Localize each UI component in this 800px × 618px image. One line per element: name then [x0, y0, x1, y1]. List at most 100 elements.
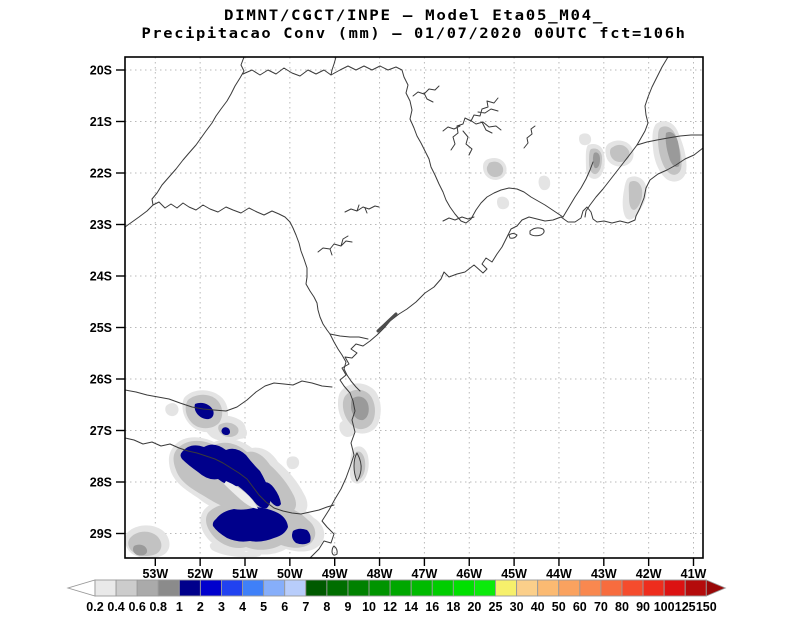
colorbar-level-label: 12	[383, 600, 397, 614]
colorbar-cell	[284, 579, 307, 597]
colorbar-cell	[431, 579, 454, 597]
colorbar-level-label: 40	[531, 600, 545, 614]
colorbar-level-label: 4	[239, 600, 246, 614]
x-tick-label: 51W	[232, 567, 258, 581]
y-axis: 20S 21S 22S 23S 24S 25S 26S 27S 28S 29S	[90, 64, 125, 541]
x-tick-label: 46W	[456, 567, 482, 581]
colorbar-level-label: 60	[573, 600, 587, 614]
colorbar-cell	[389, 579, 412, 597]
colorbar-cell	[94, 579, 117, 597]
plot-subtitle: Precipitacao Conv (mm) – 01/07/2020 00UT…	[142, 26, 687, 42]
precip-mid-shade	[128, 126, 682, 557]
y-tick-label: 20S	[90, 64, 112, 78]
ilha-comprida-streak	[376, 312, 398, 333]
map-frame	[124, 56, 704, 559]
y-tick-label: 24S	[90, 270, 112, 284]
state-border-es-branch	[636, 134, 703, 146]
y-tick-label: 29S	[90, 527, 112, 541]
colorbar-level-label: 5	[260, 600, 267, 614]
state-border-sp-pr	[152, 201, 361, 392]
x-tick-label: 50W	[277, 567, 303, 581]
x-tick-label: 49W	[322, 567, 348, 581]
state-border-mg-sp	[242, 65, 564, 224]
reservoir-sp-west	[344, 204, 380, 214]
colorbar-level-label: 150	[696, 600, 717, 614]
colorbar-level-label: 14	[404, 600, 418, 614]
colorbar-level-label: 70	[594, 600, 608, 614]
colorbar-level-label: 0.6	[128, 600, 145, 614]
colorbar-cell	[495, 579, 518, 597]
paraiba-valley-lake	[442, 216, 475, 222]
small-island	[508, 233, 518, 239]
precip-shading	[125, 121, 687, 558]
colorbar-left-arrow	[66, 579, 96, 597]
small-lake-nw	[412, 85, 440, 103]
x-tick-label: 42W	[636, 567, 662, 581]
colorbar-level-label: 90	[636, 600, 650, 614]
colorbar-cell	[579, 579, 602, 597]
coastline	[309, 147, 703, 558]
colorbar-level-label: 9	[344, 600, 351, 614]
geography-layer	[125, 57, 703, 558]
colorbar-cell	[178, 579, 201, 597]
parana-river	[125, 57, 245, 228]
colorbar-cell	[600, 579, 623, 597]
colorbar-cell	[263, 579, 286, 597]
colorbar-cell	[621, 579, 644, 597]
plot-title: DIMNT/CGCT/INPE – Model Eta05_M04_	[224, 8, 604, 24]
x-tick-label: 52W	[187, 567, 213, 581]
colorbar-level-label: 50	[552, 600, 566, 614]
precip-band-gap	[224, 481, 258, 509]
ilha-grande-island	[529, 227, 545, 237]
cape-island	[331, 545, 338, 556]
colorbar-level-label: 18	[446, 600, 460, 614]
colorbar-cell	[368, 579, 391, 597]
colorbar-cell	[221, 579, 244, 597]
florianopolis-island	[353, 452, 362, 482]
colorbar-level-label: 1	[176, 600, 183, 614]
x-axis: 53W 52W 51W 50W 49W 48W 47W 46W 45W 44W 43W 42W 41W	[142, 558, 707, 581]
state-border-mg-rj-es	[584, 57, 669, 218]
state-border-pr-sc	[125, 380, 333, 412]
y-tick-label: 22S	[90, 167, 112, 181]
colorbar-legend: 0.2 0.4 0.6 0.8 1 2 3 4 5 6 7 8 9 10 12 14 16 18 20 25 30 40 5…	[66, 579, 727, 614]
grid-layer	[125, 57, 703, 558]
colorbar-cell	[473, 579, 496, 597]
colorbar-level-label: 10	[362, 600, 376, 614]
precip-navy-shade	[180, 402, 311, 545]
colorbar-cell	[642, 579, 665, 597]
furnas-reservoir	[442, 97, 502, 156]
colorbar-cell	[347, 579, 370, 597]
x-tick-label: 53W	[142, 567, 168, 581]
state-border-sc-rs	[125, 437, 335, 515]
precip-dark-shade	[133, 132, 681, 556]
colorbar-level-label: 16	[425, 600, 439, 614]
y-tick-label: 23S	[90, 218, 112, 232]
colorbar-level-label: 100	[654, 600, 675, 614]
x-tick-label: 48W	[367, 567, 393, 581]
border-branch-to-coast	[329, 333, 369, 340]
colorbar-cell	[558, 579, 581, 597]
y-tick-label: 26S	[90, 373, 112, 387]
colorbar-cell	[242, 579, 265, 597]
x-tick-label: 44W	[546, 567, 572, 581]
colorbar-level-label: 30	[510, 600, 524, 614]
colorbar-level-label: 0.4	[107, 600, 124, 614]
y-tick-label: 25S	[90, 321, 112, 335]
colorbar-right-arrow	[705, 579, 727, 597]
colorbar-level-label: 7	[302, 600, 309, 614]
colorbar-cell	[684, 579, 707, 597]
colorbar-level-label: 8	[323, 600, 330, 614]
colorbar-level-label: 0.8	[150, 600, 167, 614]
x-tick-label: 43W	[591, 567, 617, 581]
colorbar-cell	[136, 579, 159, 597]
y-tick-label: 28S	[90, 476, 112, 490]
colorbar-level-label: 6	[281, 600, 288, 614]
y-tick-label: 27S	[90, 424, 112, 438]
colorbar-cell	[157, 579, 180, 597]
colorbar-cell	[452, 579, 475, 597]
y-tick-label: 21S	[90, 115, 112, 129]
x-tick-label: 45W	[501, 567, 527, 581]
colorbar-level-label: 20	[467, 600, 481, 614]
